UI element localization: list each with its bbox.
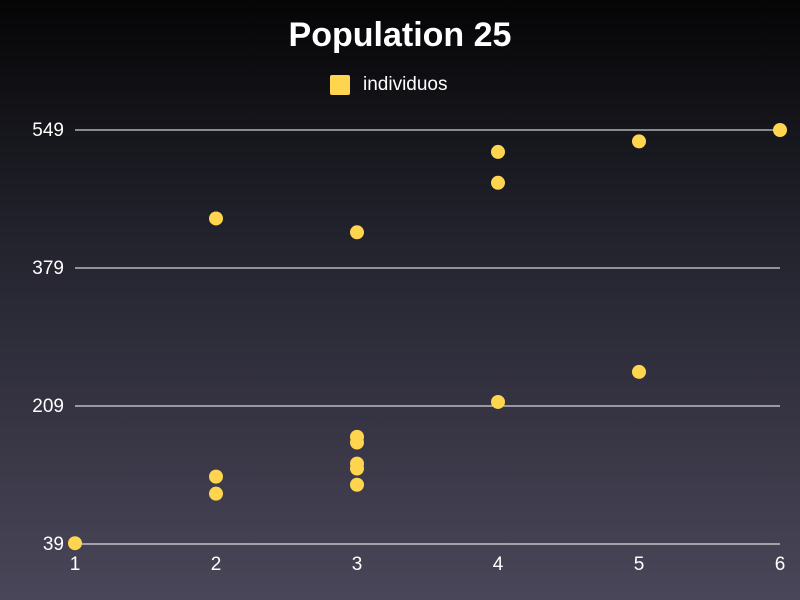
x-tick-label: 5 bbox=[634, 554, 645, 575]
legend: individuos bbox=[330, 74, 448, 95]
data-point bbox=[491, 144, 505, 159]
x-tick-label: 6 bbox=[775, 554, 786, 575]
data-point bbox=[209, 486, 223, 501]
x-tick-label: 1 bbox=[70, 554, 81, 575]
data-point bbox=[209, 211, 223, 226]
gridlines bbox=[75, 129, 780, 545]
x-tick-label: 3 bbox=[352, 554, 363, 575]
data-point bbox=[773, 123, 787, 137]
data-point bbox=[209, 469, 223, 484]
data-point bbox=[350, 456, 364, 471]
x-axis-ticks: 1 2 3 4 5 6 bbox=[70, 554, 786, 575]
data-point bbox=[632, 364, 646, 379]
data-point bbox=[491, 175, 505, 190]
x-tick-label: 2 bbox=[211, 554, 222, 575]
y-tick-label: 209 bbox=[32, 396, 64, 417]
y-tick-label: 379 bbox=[32, 258, 64, 279]
legend-label: individuos bbox=[363, 74, 448, 95]
data-point bbox=[491, 394, 505, 409]
legend-swatch bbox=[330, 75, 350, 95]
y-tick-label: 549 bbox=[32, 120, 64, 141]
data-points bbox=[68, 123, 787, 551]
chart-title: Population 25 bbox=[289, 16, 512, 54]
y-axis-ticks: 39 209 379 549 bbox=[32, 120, 64, 555]
data-point bbox=[68, 536, 82, 551]
data-point bbox=[350, 477, 364, 492]
y-tick-label: 39 bbox=[43, 534, 64, 555]
x-tick-label: 4 bbox=[493, 554, 504, 575]
data-point bbox=[632, 134, 646, 149]
data-point bbox=[350, 225, 364, 240]
data-point bbox=[350, 429, 364, 444]
